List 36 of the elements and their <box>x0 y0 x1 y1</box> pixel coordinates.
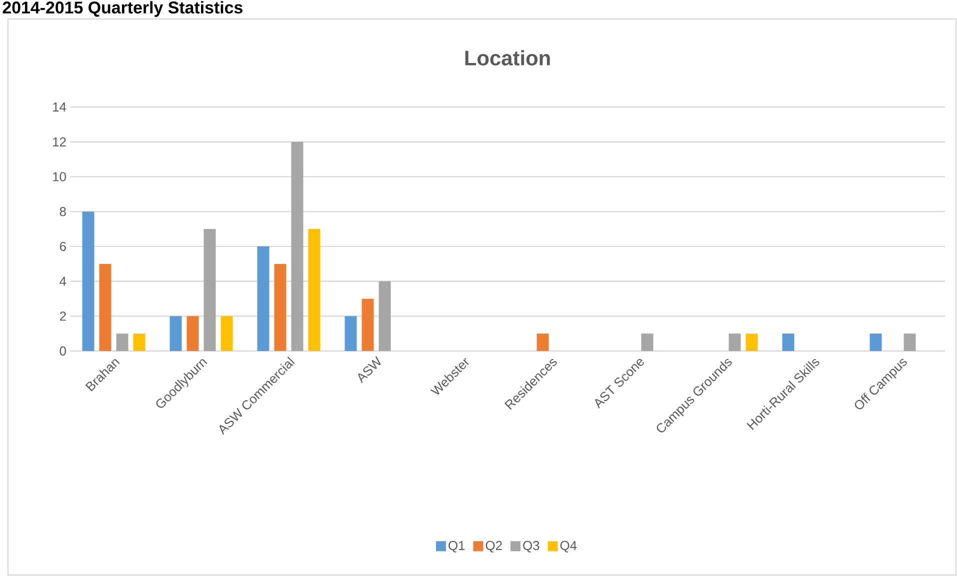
bar <box>378 281 391 351</box>
bar <box>641 334 654 351</box>
bar <box>274 264 286 351</box>
bar <box>133 334 146 351</box>
bar <box>204 229 216 351</box>
text: 2014-2015 Quarterly Statistics <box>2 1 242 17</box>
legend-label: Q3 <box>523 540 540 552</box>
bar <box>344 316 357 351</box>
bar <box>220 316 233 351</box>
legend-label: Q1 <box>448 540 465 552</box>
bar <box>904 334 916 351</box>
bar <box>186 316 199 351</box>
bar <box>782 334 794 351</box>
y-tick-label: 4 <box>60 276 66 286</box>
y-tick-label: 0 <box>60 346 66 356</box>
bar <box>728 334 741 351</box>
legend-label: Q2 <box>486 540 502 552</box>
legend-label: Q4 <box>560 540 577 552</box>
bar <box>170 316 182 351</box>
y-tick-label: 14 <box>53 102 66 112</box>
y-tick-label: 2 <box>60 312 66 321</box>
bar <box>870 334 882 351</box>
bar <box>746 334 758 351</box>
bar <box>291 142 304 351</box>
chart-title: Location <box>465 50 550 66</box>
bar <box>116 334 128 351</box>
bar <box>308 229 320 351</box>
y-tick-label: 8 <box>60 206 66 216</box>
bar <box>82 212 94 351</box>
y-tick-label: 12 <box>53 137 66 146</box>
bar <box>362 298 374 351</box>
bar <box>257 246 270 351</box>
bar <box>536 334 549 351</box>
bar <box>99 264 112 351</box>
y-tick-label: 6 <box>60 242 66 252</box>
y-tick-label: 10 <box>53 172 66 182</box>
